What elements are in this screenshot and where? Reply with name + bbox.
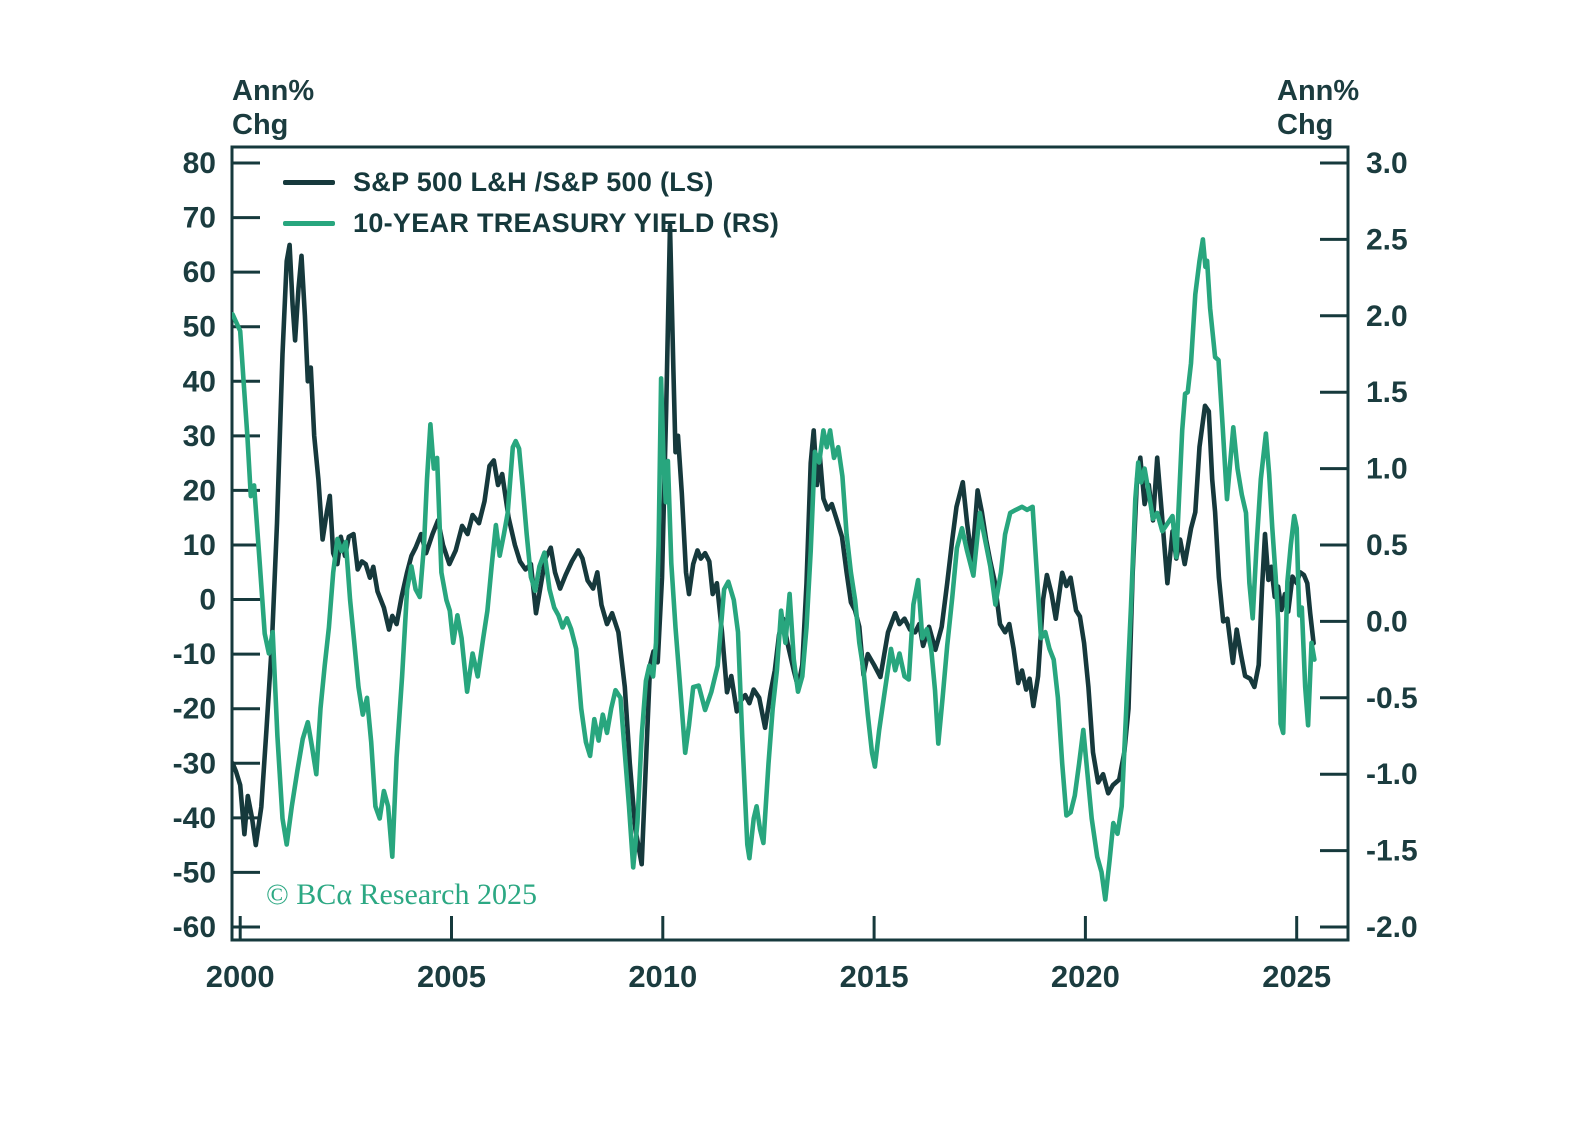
x-axis-tick-label: 2020 [1051,959,1120,994]
legend: S&P 500 L&H /S&P 500 (LS) 10-YEAR TREASU… [283,162,779,244]
right-axis-tick-label: 0.0 [1366,605,1408,638]
left-axis-tick-label: -20 [173,693,216,726]
left-axis-tick-label: -50 [173,856,216,889]
left-axis-tick-label: 0 [199,584,216,617]
left-axis-tick-label: -10 [173,638,216,671]
left-axis-tick-label: -40 [173,802,216,835]
left-axis-title-line2: Chg [232,109,289,141]
left-axis-title: Ann% Chg [232,74,314,142]
x-axis-tick-label: 2005 [417,959,486,994]
sp500-lh-legend-label: S&P 500 L&H /S&P 500 (LS) [353,167,714,197]
treasury-yield-line-swatch [283,221,335,226]
right-axis-tick-label: -0.5 [1366,682,1418,715]
right-axis-tick-label: -1.0 [1366,758,1418,791]
right-axis-title-line2: Chg [1277,109,1334,141]
left-axis-tick-label: 20 [183,474,216,507]
plot-border [230,145,1350,942]
left-axis-tick-label: 10 [183,529,216,562]
series-line-treasury-yield [232,237,1317,902]
right-axis-tick-label: -1.5 [1366,835,1418,868]
left-axis-tick-label: 70 [183,202,216,235]
left-axis-tick-label: -30 [173,747,216,780]
left-axis-tick-label: 40 [183,365,216,398]
x-axis-tick-label: 2000 [206,959,275,994]
left-axis-tick-label: 30 [183,420,216,453]
right-axis-tick-label: 0.5 [1366,529,1408,562]
right-axis-tick-label: 2.0 [1366,300,1408,333]
legend-item-sp500-lh: S&P 500 L&H /S&P 500 (LS) [283,162,779,203]
legend-item-treasury-yield: 10-YEAR TREASURY YIELD (RS) [283,203,779,244]
right-axis-tick-label: -2.0 [1366,911,1418,944]
treasury-yield-legend-label: 10-YEAR TREASURY YIELD (RS) [353,208,780,238]
right-axis-tick-label: 2.5 [1366,223,1408,256]
right-axis-tick-label: 3.0 [1366,147,1408,180]
x-axis-tick-label: 2025 [1262,959,1331,994]
right-axis-title-line1: Ann% [1277,75,1360,107]
left-axis-tick-label: 80 [183,147,216,180]
right-axis-title: Ann% Chg [1277,74,1359,142]
left-axis-tick-label: 50 [183,311,216,344]
left-axis-title-line1: Ann% [232,75,315,107]
x-axis-tick-label: 2015 [840,959,909,994]
left-axis-tick-label: -60 [173,911,216,944]
right-axis-tick-label: 1.5 [1366,376,1408,409]
x-axis-tick-label: 2010 [628,959,697,994]
left-axis-tick-label: 60 [183,256,216,289]
copyright-watermark: © BCα Research 2025 [266,878,537,911]
right-axis-tick-label: 1.0 [1366,453,1408,486]
sp500-lh-line-swatch [283,180,335,185]
